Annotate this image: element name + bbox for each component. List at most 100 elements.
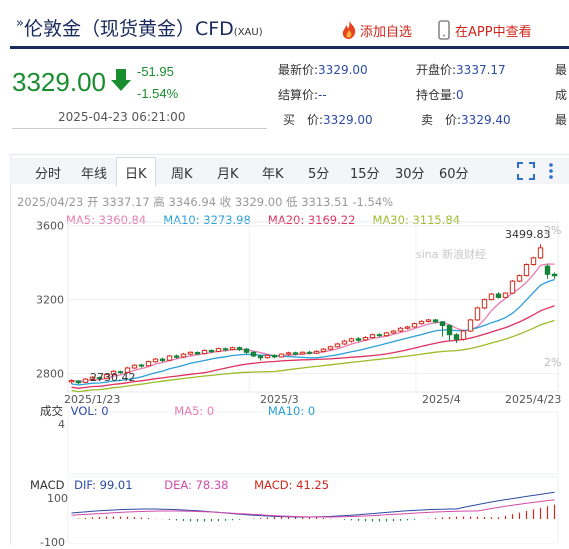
candle-body bbox=[110, 370, 117, 375]
header-divider bbox=[10, 46, 569, 49]
candle-body bbox=[425, 319, 432, 322]
tab-30min[interactable]: 30分 bbox=[395, 167, 425, 182]
candle-body bbox=[355, 338, 362, 341]
field-high-partial: 最 bbox=[555, 61, 567, 78]
candle-body bbox=[187, 351, 194, 355]
tab-5min[interactable]: 5分 bbox=[308, 167, 330, 182]
candle-body bbox=[257, 355, 264, 359]
x-tick-label: 2025/3 bbox=[260, 393, 299, 406]
field-open: 开盘价:3337.17 bbox=[416, 61, 506, 78]
candle-body bbox=[397, 327, 404, 332]
candle-body bbox=[411, 323, 418, 328]
candle-body bbox=[89, 376, 96, 380]
tab-intraday[interactable]: 分时 bbox=[35, 167, 62, 182]
field-value: 0 bbox=[456, 88, 464, 102]
y-tick-label: 2800 bbox=[36, 368, 64, 381]
period-tabs: 分时 年线 日K 周K 月K 年K 5分 15分 30分 60分 bbox=[10, 157, 569, 186]
candle-body bbox=[173, 355, 180, 358]
y-tick-label: 3200 bbox=[36, 294, 64, 307]
candle-body bbox=[306, 351, 313, 354]
open-in-app-button[interactable]: 在APP中查看 bbox=[437, 20, 532, 40]
field-label: 开盘价: bbox=[416, 63, 457, 77]
candle-body bbox=[348, 338, 355, 342]
candle-body bbox=[481, 299, 488, 309]
tab-weekly-k[interactable]: 周K bbox=[171, 167, 193, 182]
candle-body bbox=[75, 380, 82, 384]
macd-legend: MACD DIF: 99.01 DEA: 78.38 MACD: 41.25 bbox=[30, 478, 329, 492]
macd-axis-bottom: -100 bbox=[40, 536, 65, 549]
candle-body bbox=[467, 319, 474, 332]
field-label: 最 bbox=[555, 113, 568, 127]
candle-body bbox=[215, 348, 222, 352]
macd-dea-line bbox=[71, 499, 555, 518]
candle-body bbox=[243, 348, 250, 353]
candle-body bbox=[138, 364, 145, 367]
max-price-label: 3499.83 bbox=[505, 228, 551, 241]
candle-body bbox=[271, 354, 278, 358]
title-mark: » bbox=[16, 16, 24, 31]
x-tick-label: 2025/1/23 bbox=[64, 393, 120, 406]
quote-timestamp: 2025-04-23 06:21:00 bbox=[58, 110, 186, 124]
candle-body bbox=[341, 340, 348, 345]
ma30-line bbox=[71, 319, 555, 393]
candle-body bbox=[320, 348, 327, 352]
candle-body bbox=[299, 351, 306, 355]
candle-body bbox=[369, 334, 376, 338]
tab-yearly-k[interactable]: 年K bbox=[262, 167, 284, 182]
field-last-price: 最新价:3329.00 bbox=[278, 61, 368, 78]
volume-legend: 成交 VOL: 0 MA5: 0 MA10: 0 bbox=[40, 403, 315, 419]
candle-body bbox=[474, 307, 481, 321]
candle-body bbox=[180, 353, 187, 358]
x-tick-label: 2025/4 bbox=[422, 393, 461, 406]
candle-body bbox=[159, 358, 166, 362]
fullscreen-icon[interactable] bbox=[517, 162, 535, 180]
macd-dif-line bbox=[71, 491, 555, 518]
candle-body bbox=[495, 293, 502, 298]
tab-monthly-k[interactable]: 月K bbox=[217, 167, 239, 182]
candle-body bbox=[544, 265, 551, 275]
symbol-code: (XAU) bbox=[233, 27, 263, 38]
candle-body bbox=[404, 326, 411, 329]
add-favorite-button[interactable]: 添加自选 bbox=[338, 20, 412, 40]
field-settle: 结算价:-- bbox=[278, 86, 327, 103]
candle-body bbox=[453, 334, 460, 340]
ma5-line bbox=[71, 263, 555, 383]
candle-body bbox=[292, 352, 299, 355]
vol-ma10: MA10: 0 bbox=[267, 404, 316, 418]
flame-icon bbox=[342, 21, 356, 39]
macd-title: MACD bbox=[30, 478, 65, 492]
volume-frame bbox=[67, 411, 559, 475]
candle-body bbox=[446, 324, 453, 336]
field-open-interest: 持仓量:0 bbox=[416, 86, 464, 103]
candle-body bbox=[439, 321, 446, 326]
more-options-icon[interactable] bbox=[546, 161, 556, 181]
price-change: -51.95 bbox=[137, 64, 174, 79]
candle-body bbox=[201, 349, 208, 355]
candle-body bbox=[432, 319, 439, 323]
candle-body bbox=[264, 354, 271, 359]
field-ask: 卖 价:3329.40 bbox=[421, 111, 511, 128]
plot-frame bbox=[67, 221, 559, 393]
y-tick-label: 3600 bbox=[36, 220, 64, 233]
ohlc-summary: 2025/04/23 开 3337.17 高 3346.94 收 3329.00… bbox=[17, 195, 394, 209]
tab-yearline[interactable]: 年线 bbox=[81, 167, 108, 182]
macd-frame bbox=[67, 476, 559, 544]
tab-60min[interactable]: 60分 bbox=[439, 167, 469, 182]
open-in-app-label: 在APP中查看 bbox=[455, 25, 532, 40]
macd-axis-top: 100 bbox=[47, 492, 68, 505]
candle-body bbox=[82, 378, 89, 383]
candle-body bbox=[516, 275, 523, 282]
tab-15min[interactable]: 15分 bbox=[350, 167, 380, 182]
field-label: 成 bbox=[555, 88, 568, 102]
x-tick-label: 2025/4/23 bbox=[505, 393, 561, 406]
volume-axis-label: 4 bbox=[58, 418, 65, 431]
candle-body bbox=[523, 264, 530, 277]
candle-body bbox=[236, 347, 243, 350]
candle-body bbox=[131, 364, 138, 369]
candle-body bbox=[383, 332, 390, 337]
min-price-label: 2730.42 bbox=[90, 371, 136, 384]
candle-body bbox=[460, 330, 467, 340]
tab-daily-k[interactable]: 日K bbox=[116, 157, 156, 186]
candle-body bbox=[68, 380, 75, 383]
